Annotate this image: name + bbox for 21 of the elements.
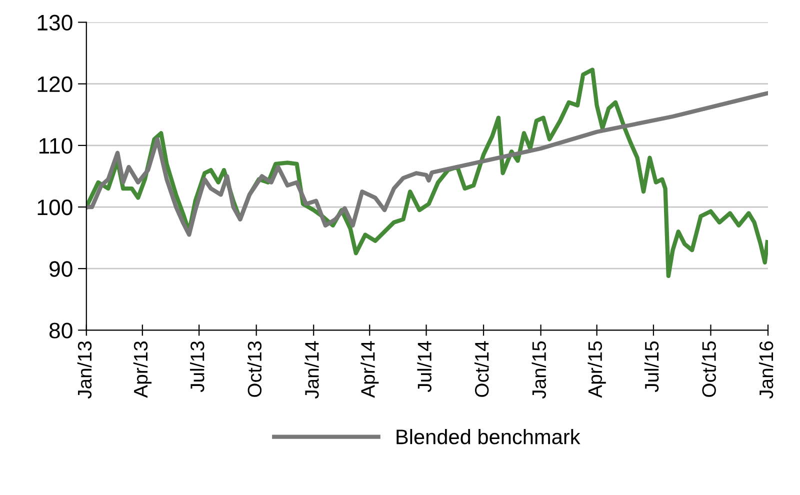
x-tick-label: Jan/13 [77,341,92,399]
x-tick-label: Jul/14 [417,341,432,392]
x-tick-label: Apr/14 [360,341,379,398]
y-tick-label: 100 [38,200,72,216]
line-series [86,91,768,237]
y-tick-label: 80 [49,322,72,338]
x-tick-label: Oct/14 [474,341,489,397]
x-tick-label: Jul/15 [644,341,659,392]
legend-label: Blended benchmark [396,428,580,444]
y-tick-label: 130 [38,14,72,31]
x-tick-label: Apr/13 [133,341,152,398]
x-tick-label: Oct/15 [702,341,716,397]
x-tick-label: Jul/13 [190,341,204,392]
x-tick-label: Apr/15 [588,341,606,398]
x-tick-label: Jan/16 [758,341,774,399]
y-tick-label: 110 [39,138,72,154]
y-tick-label: 120 [38,76,72,92]
x-tick-label: Oct/13 [247,341,262,397]
y-tick-label: 90 [50,261,72,277]
x-tick-label: Jan/14 [304,341,319,399]
x-tick-label: Jan/15 [532,341,546,399]
